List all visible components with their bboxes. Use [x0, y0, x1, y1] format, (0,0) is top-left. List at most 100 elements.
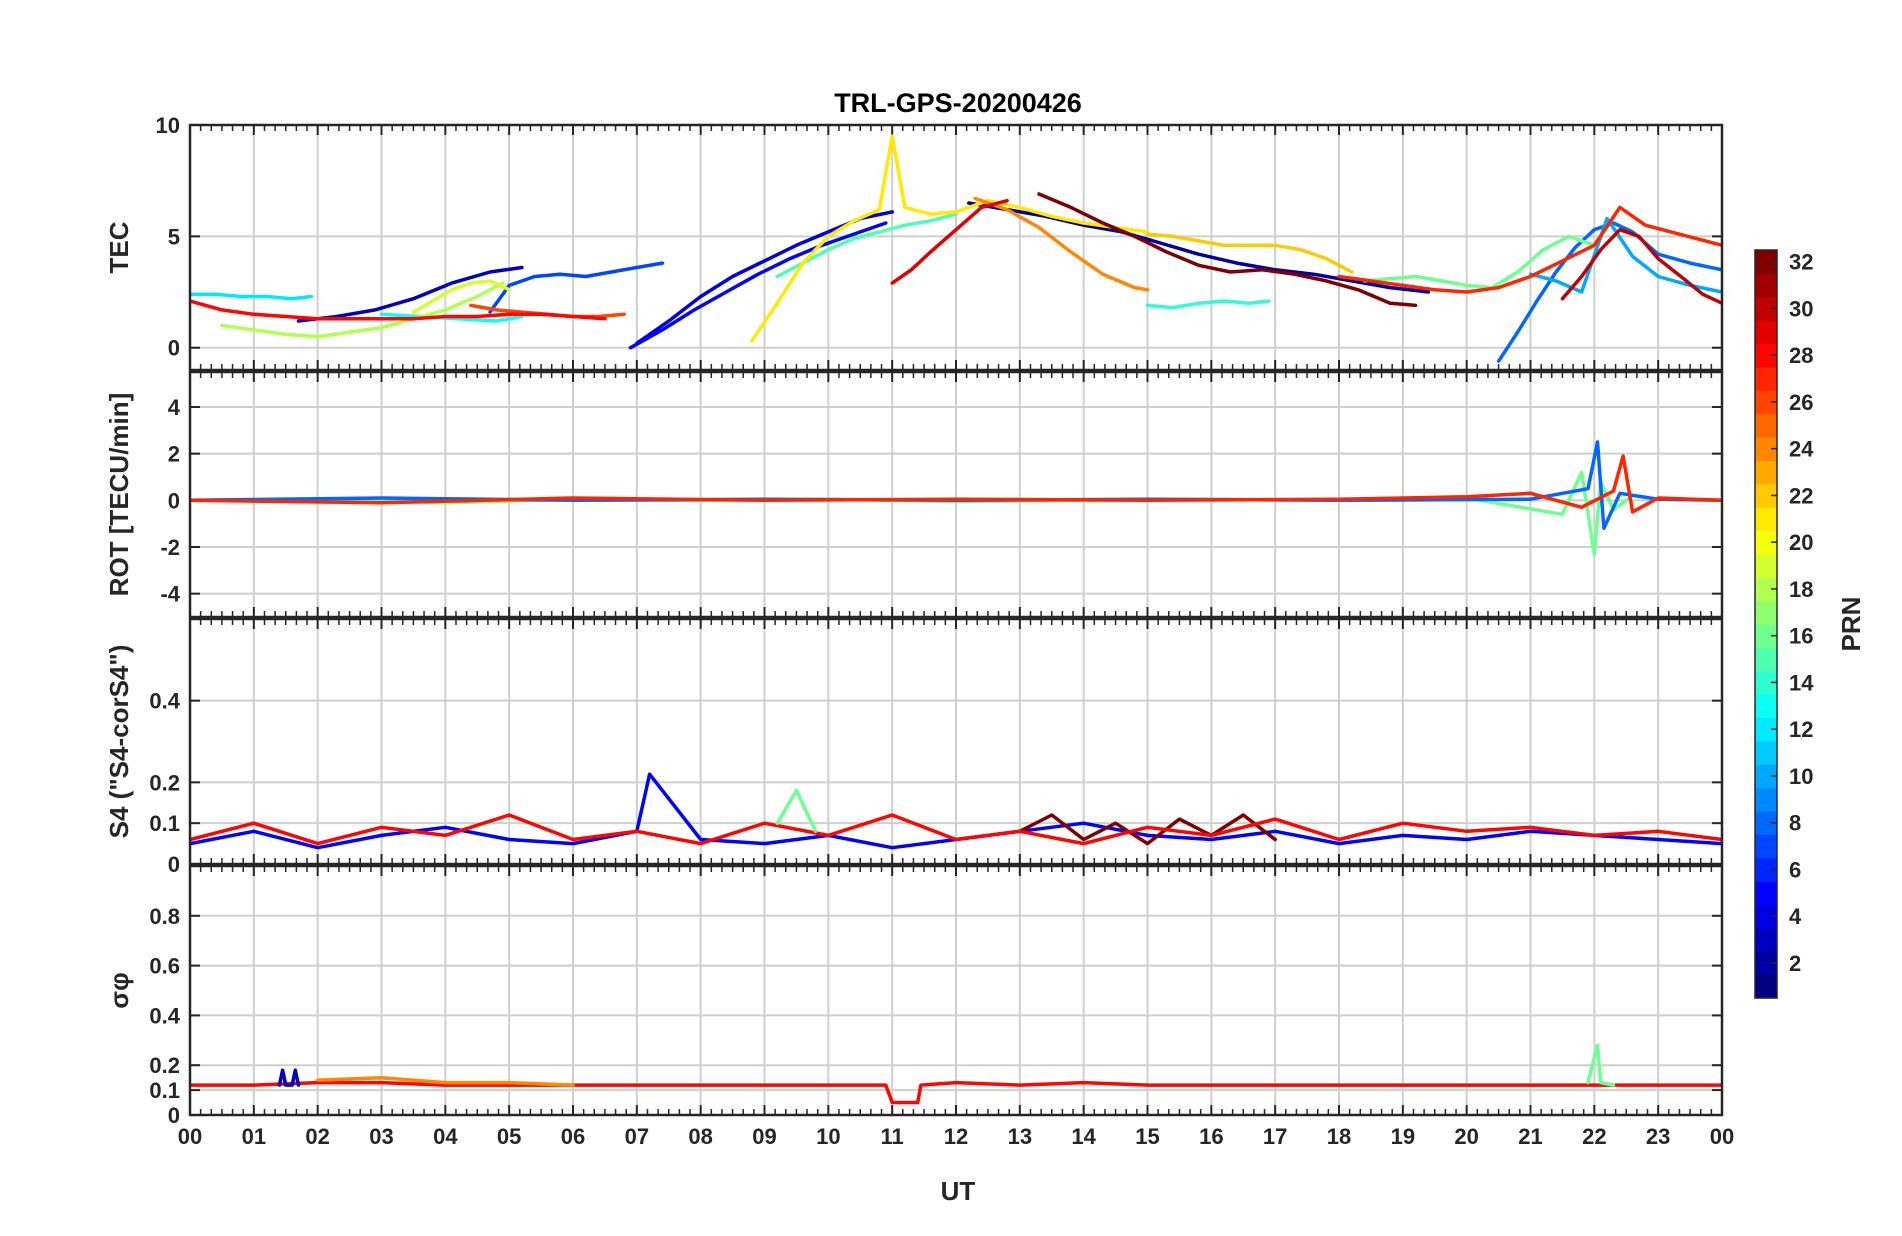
colorbar-swatch [1755, 250, 1777, 274]
x-tick-label: 07 [625, 1124, 649, 1149]
colorbar-swatch [1755, 366, 1777, 391]
colorbar-swatch [1755, 834, 1777, 859]
y-tick-label: 5 [168, 224, 180, 249]
series-line-prn-7 [488, 261, 665, 314]
panel-3: 0 0.1 0.2 0.4 S4 ("S4-corS4") [104, 617, 1724, 877]
series-line-prn-28 [190, 1080, 1722, 1105]
x-tick-label: 20 [1454, 1124, 1478, 1149]
y-axis-label: S4 ("S4-corS4") [104, 645, 134, 839]
colorbar-swatch [1755, 694, 1777, 719]
colorbar-swatch [1755, 600, 1777, 625]
x-tick-label: 03 [369, 1124, 393, 1149]
x-tick-label: 08 [688, 1124, 712, 1149]
y-tick-label: 10 [156, 113, 180, 138]
series-line-prn-12 [190, 292, 314, 301]
panel-2: -4 -2 0 2 4 ROT [TECU/min] [104, 370, 1724, 619]
colorbar-swatch [1755, 273, 1777, 298]
colorbar-tick-label: 30 [1789, 296, 1813, 321]
y-tick-label: 0 [168, 336, 180, 361]
colorbar-tick-label: 2 [1789, 951, 1801, 976]
colorbar-tick-label: 32 [1789, 250, 1813, 275]
y-tick-label: 0 [168, 1103, 180, 1128]
y-tick-label: 0.2 [149, 770, 180, 795]
y-tick-label: 0.2 [149, 1053, 180, 1078]
y-axis-label: TEC [104, 221, 134, 273]
colorbar-tick-label: 28 [1789, 343, 1813, 368]
x-tick-label: 18 [1327, 1124, 1351, 1149]
colorbar-tick-label: 10 [1789, 764, 1813, 789]
colorbar-swatch [1755, 904, 1777, 929]
y-tick-label: 0.1 [149, 811, 180, 836]
colorbar-tick-label: 26 [1789, 390, 1813, 415]
series-group [190, 772, 1722, 850]
colorbar-tick-label: 14 [1789, 670, 1814, 695]
series-line-prn-16 [1586, 1043, 1616, 1087]
colorbar-swatch [1755, 951, 1777, 976]
x-tick-label: 05 [497, 1124, 521, 1149]
y-tick-label: 0 [168, 852, 180, 877]
chart-title: TRL-GPS-20200426 [834, 88, 1082, 118]
y-tick-label: 0.8 [149, 904, 180, 929]
series-line-prn-13 [379, 312, 524, 323]
colorbar-swatch [1755, 811, 1777, 835]
series-line-prn-24 [315, 1075, 575, 1087]
colorbar-swatch [1755, 764, 1777, 789]
x-tick-label: 02 [305, 1124, 329, 1149]
series-group [190, 134, 1722, 363]
x-tick-label: 15 [1135, 1124, 1159, 1149]
x-tick-label: 09 [752, 1124, 776, 1149]
axes-frame [188, 370, 1724, 619]
series-line-prn-28 [190, 813, 1722, 846]
series-line-prn-16 [1362, 234, 1597, 290]
x-tick-label: 14 [1071, 1124, 1096, 1149]
colorbar-swatch [1755, 460, 1777, 485]
colorbar-swatch [1755, 553, 1777, 578]
series-line-prn-22 [1145, 232, 1354, 274]
series-line-prn-3 [296, 265, 524, 323]
x-axis-label: UT [941, 1176, 976, 1206]
colorbar-tick-label: 8 [1789, 811, 1801, 836]
x-tick-label: 23 [1646, 1124, 1670, 1149]
y-tick-label: -2 [160, 535, 180, 560]
series-line-prn-24 [973, 196, 1150, 292]
y-axis-label: σφ [104, 972, 134, 1008]
series-line-prn-27 [1337, 205, 1722, 294]
x-tick-label: 00 [1710, 1124, 1734, 1149]
colorbar-tick-label: 4 [1789, 904, 1802, 929]
series-line-prn-3 [277, 1068, 301, 1087]
colorbar-tick-label: 12 [1789, 717, 1813, 742]
series-line-prn-10 [1528, 216, 1722, 294]
colorbar-swatch [1755, 717, 1777, 742]
series-line-prn-5 [190, 772, 1722, 850]
x-tick-label: 16 [1199, 1124, 1223, 1149]
series-line-prn-27 [190, 454, 1722, 514]
series-line-prn-19 [411, 279, 511, 314]
axes-frame [188, 123, 1724, 372]
colorbar-swatch [1755, 577, 1777, 602]
x-tick-label: 00 [178, 1124, 202, 1149]
y-tick-label: 4 [168, 395, 181, 420]
colorbar-swatch [1755, 320, 1777, 345]
colorbar-tick-label: 24 [1789, 437, 1814, 462]
series-line-prn-8 [1496, 221, 1722, 363]
colorbar-swatch [1755, 507, 1777, 532]
series-line-prn-5 [628, 221, 888, 350]
colorbar-frame [1754, 249, 1778, 999]
colorbar-swatch [1755, 740, 1777, 765]
colorbar-swatch [1755, 413, 1777, 438]
x-tick-label: 22 [1582, 1124, 1606, 1149]
series-line-prn-16 [775, 788, 818, 834]
series-group [190, 1043, 1722, 1105]
series-line-prn-28 [190, 299, 607, 321]
y-tick-label: -4 [160, 582, 180, 607]
y-tick-label: 0.1 [149, 1078, 180, 1103]
x-tick-label: 12 [944, 1124, 968, 1149]
x-tick-label: 17 [1263, 1124, 1287, 1149]
colorbar-tick-label: 16 [1789, 624, 1813, 649]
colorbar-swatch [1755, 343, 1777, 368]
x-tick-label: 19 [1391, 1124, 1415, 1149]
colorbar-tick-label: 6 [1789, 857, 1801, 882]
y-tick-label: 0 [168, 488, 180, 513]
